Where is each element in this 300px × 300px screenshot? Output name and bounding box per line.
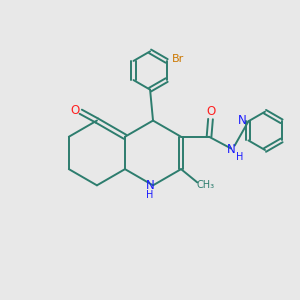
Text: N: N: [227, 142, 236, 156]
Text: H: H: [236, 152, 244, 162]
Text: Br: Br: [172, 55, 184, 64]
Text: CH₃: CH₃: [196, 180, 214, 190]
Text: O: O: [206, 105, 215, 118]
Text: N: N: [146, 179, 154, 192]
Text: O: O: [70, 104, 80, 117]
Text: H: H: [146, 190, 154, 200]
Text: N: N: [238, 114, 246, 127]
